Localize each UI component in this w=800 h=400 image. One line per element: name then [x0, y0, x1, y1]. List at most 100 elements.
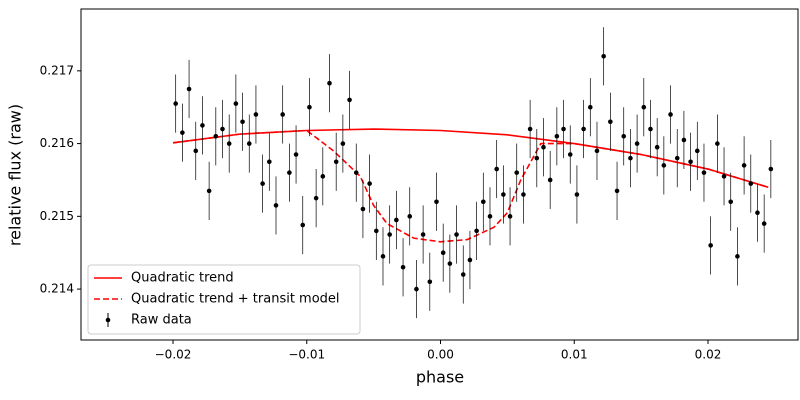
data-point [233, 101, 239, 106]
data-point [755, 210, 760, 215]
data-point [420, 232, 426, 237]
data-point [527, 126, 533, 132]
data-point [621, 134, 627, 139]
y-axis-label: relative flux (raw) [6, 104, 25, 246]
data-point [447, 261, 453, 266]
data-point [353, 170, 359, 175]
data-point [567, 152, 573, 157]
data-point [487, 214, 493, 219]
data-point [654, 144, 660, 150]
data-point [380, 254, 386, 259]
data-point [748, 181, 754, 186]
data-point [587, 104, 593, 110]
data-point [280, 112, 285, 117]
x-axis-label: phase [416, 368, 464, 387]
data-point [661, 163, 667, 168]
data-point [541, 144, 546, 150]
data-point [273, 203, 279, 208]
data-point [728, 199, 734, 205]
data-point [253, 112, 259, 117]
data-point [467, 257, 473, 263]
data-point [394, 217, 399, 223]
data-point [347, 97, 352, 103]
x-tick-label: 0.02 [695, 348, 722, 362]
data-point [407, 214, 413, 219]
data-point [414, 286, 419, 292]
legend-label: Quadratic trend [131, 271, 234, 286]
data-point [367, 181, 372, 186]
data-point [427, 279, 433, 285]
data-point [200, 123, 205, 128]
data-point [534, 155, 540, 161]
data-point [226, 141, 232, 146]
data-point [681, 137, 687, 143]
x-tick-label: 0.00 [427, 348, 454, 362]
data-point [501, 192, 506, 197]
data-point [514, 170, 520, 175]
data-point [374, 228, 379, 234]
y-tick-label: 0.214 [40, 282, 74, 296]
data-point [668, 112, 673, 117]
data-point [440, 250, 446, 256]
data-point [460, 272, 466, 277]
data-point [761, 221, 767, 226]
plot-frame [80, 8, 799, 341]
data-point [454, 232, 459, 237]
data-point [220, 126, 225, 132]
data-point [601, 53, 606, 59]
data-point [688, 159, 693, 165]
data-point [554, 134, 560, 139]
data-point [481, 199, 486, 205]
data-point [708, 243, 713, 248]
trend-line [172, 129, 769, 243]
data-point [333, 159, 339, 165]
data-point [648, 126, 653, 132]
data-point [387, 232, 392, 237]
data-point [287, 170, 292, 175]
x-tick-label: −0.01 [288, 348, 325, 362]
data-point [300, 222, 306, 228]
data-point [186, 86, 192, 92]
legend-box [87, 264, 361, 335]
data-point [246, 141, 252, 146]
data-point [594, 148, 600, 154]
data-point [267, 159, 272, 165]
data-point [581, 126, 586, 132]
legend-label: Quadratic trend + transit model [131, 292, 340, 307]
data-point [521, 192, 526, 197]
data-point [320, 174, 326, 179]
data-point [614, 188, 620, 194]
data-point [173, 101, 178, 106]
legend-label: Raw data [131, 313, 192, 328]
data-point [240, 119, 245, 125]
data-point [400, 264, 406, 270]
x-tick-label: 0.01 [561, 348, 588, 362]
data-point [474, 228, 479, 234]
data-point [340, 141, 346, 146]
data-point [768, 166, 774, 172]
data-point [641, 104, 647, 110]
data-point [213, 134, 219, 139]
data-point [608, 119, 613, 125]
data-point [360, 206, 366, 212]
data-point [628, 155, 633, 161]
data-point [715, 141, 720, 146]
legend-swatch [105, 317, 111, 323]
data-point [313, 195, 319, 201]
data-point [561, 126, 566, 132]
data-point [701, 170, 707, 175]
data-point [674, 155, 680, 161]
data-point [741, 163, 747, 168]
data-point [206, 188, 212, 194]
data-point [721, 174, 727, 179]
data-point [293, 152, 299, 157]
data-point [307, 104, 312, 110]
data-point [507, 214, 513, 219]
data-point [574, 192, 580, 197]
data-point [327, 80, 332, 86]
data-point [180, 130, 185, 135]
plot-area [172, 27, 774, 319]
data-point [547, 177, 553, 183]
y-tick-label: 0.215 [40, 209, 74, 223]
data-point [694, 148, 700, 154]
